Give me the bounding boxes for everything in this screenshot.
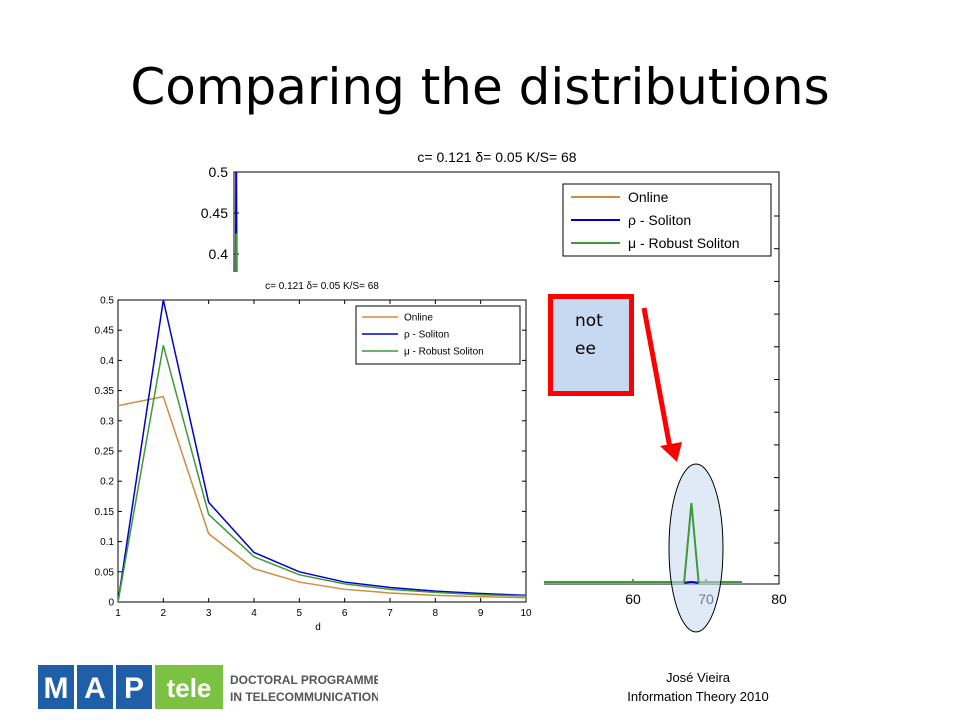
background-legend-label-online: Online (628, 189, 669, 205)
background-y-tick-label: 0.4 (209, 246, 229, 262)
background-x-tick-label: 60 (625, 591, 641, 607)
background-y-tick-label: 0.45 (201, 205, 228, 221)
callout-text-line1: not (575, 311, 603, 331)
background-legend: Online ρ - Soliton μ - Robust Soliton (562, 183, 772, 257)
annotation-arrow-head (660, 442, 682, 462)
logo-line2: IN TELECOMMUNICATIONS (230, 690, 378, 704)
callout-box: not ee (548, 294, 634, 396)
background-y-ticks: 0.5 0.45 0.4 (201, 164, 239, 262)
logo-line1: DOCTORAL PROGRAMME (230, 673, 378, 687)
spike-soliton (683, 580, 699, 584)
course-name: Information Theory 2010 (627, 689, 769, 704)
logo-letter-p: P (124, 672, 144, 705)
background-legend-label-robust-soliton: μ - Robust Soliton (628, 235, 740, 251)
logo-tele: tele (167, 673, 212, 703)
footer-author: José Vieira Information Theory 2010 (598, 668, 798, 706)
logo-letter-m: M (44, 672, 69, 705)
logo-box-p (116, 665, 152, 709)
spike-robust-soliton (683, 502, 700, 584)
slide-title: Comparing the distributions (130, 58, 830, 116)
callout-text-line2: ee (575, 339, 596, 359)
background-right-ticks (774, 215, 779, 577)
author-name: José Vieira (665, 670, 731, 685)
background-chart-title: c= 0.121 δ= 0.05 K/S= 68 (417, 149, 576, 165)
logo-box-tele (155, 665, 223, 709)
logo-box-a (77, 665, 113, 709)
annotation-arrow-shaft (641, 307, 673, 449)
background-legend-label-soliton: ρ - Soliton (628, 212, 691, 228)
background-x-tick-label: 80 (771, 591, 787, 607)
maptele-logo: M A P tele DOCTORAL PROGRAMME IN TELECOM… (38, 665, 378, 709)
logo-box-m (38, 665, 74, 709)
logo-letter-a: A (84, 672, 106, 705)
spike-series (683, 502, 700, 584)
background-y-tick-label: 0.5 (209, 164, 229, 180)
